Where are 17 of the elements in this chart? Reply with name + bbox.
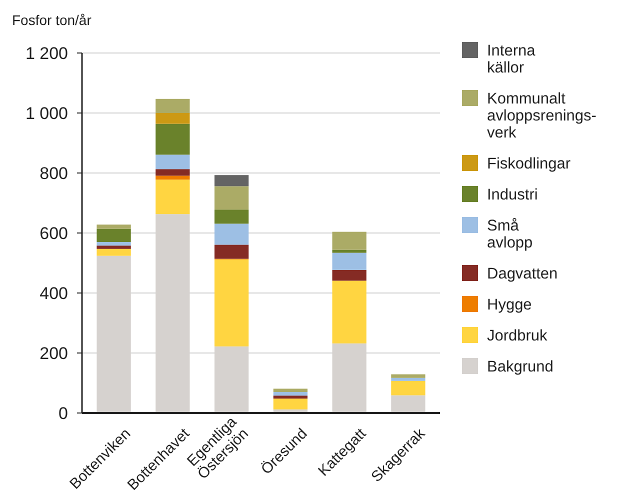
y-tick-label: 1 200 (25, 44, 68, 63)
legend-label: Bakgrund (487, 358, 554, 376)
legend-label: Hygge (487, 296, 532, 314)
y-tick-label: 400 (40, 284, 68, 303)
legend-label: Fiskodlingar (487, 155, 571, 172)
y-tick-label: 0 (58, 404, 68, 423)
legend-label: Jordbruk (487, 327, 548, 344)
y-tick-label: 200 (40, 344, 68, 363)
legend-label: Små avlopp (487, 217, 533, 252)
legend-label: Dagvatten (487, 265, 558, 282)
y-tick-label: 800 (40, 164, 68, 183)
legend-label: Kommunalt avloppsrenings-verk (487, 90, 596, 142)
legend-label: Interna källor (487, 42, 536, 76)
y-axis-title: Fosfor ton/år (12, 12, 92, 28)
y-tick-label: 1 000 (25, 104, 68, 123)
y-tick-label: 600 (40, 224, 68, 243)
legend-label: Industri (487, 186, 538, 204)
